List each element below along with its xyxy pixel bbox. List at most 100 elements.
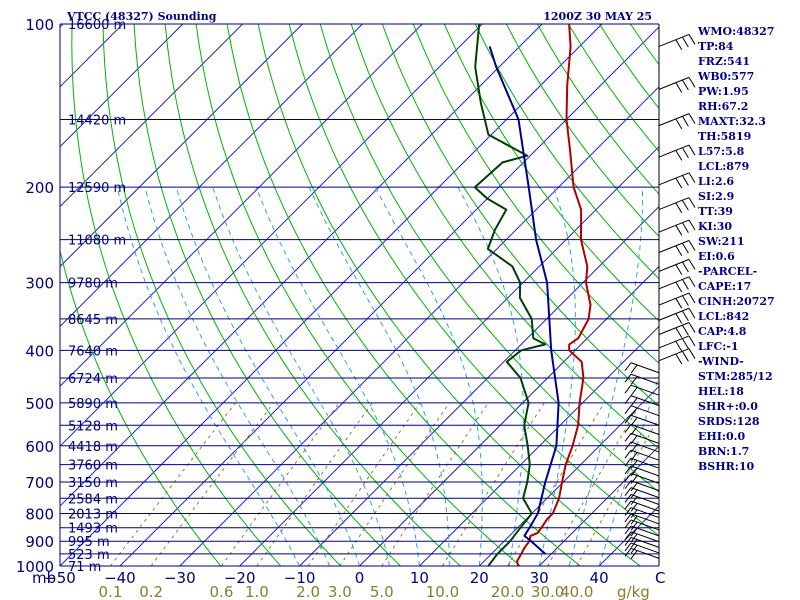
barb-flag	[630, 407, 638, 417]
barb-flag	[624, 373, 632, 383]
barb-shaft	[630, 362, 660, 374]
index-value: HEL:18	[698, 385, 744, 398]
height-label: 3150 m	[68, 476, 118, 491]
pressure-tick-label: 1000	[16, 558, 54, 576]
height-label: 6724 m	[68, 372, 118, 387]
height-label: 12590 m	[68, 181, 126, 196]
wind-barb	[624, 525, 660, 537]
barb-shaft	[658, 33, 690, 47]
barb-flag	[630, 460, 638, 469]
isotherm-line	[239, 145, 659, 566]
barb-flag	[675, 264, 683, 275]
mixing-ratio-tick-label: 30.0	[531, 583, 564, 600]
wind-barb	[624, 362, 660, 374]
barb-flag	[675, 39, 683, 50]
barb-flag	[681, 199, 689, 211]
barb-shaft	[658, 240, 690, 253]
barb-flag	[624, 487, 632, 496]
index-value: CINH:20727	[698, 295, 775, 308]
wind-barb	[624, 472, 660, 484]
index-value: BRN:1.7	[698, 445, 749, 458]
barb-flag	[624, 537, 632, 546]
pressure-tick-label: 900	[25, 533, 54, 551]
isotherm-line	[60, 24, 543, 507]
index-value: WB0:577	[697, 70, 754, 83]
barb-flag	[688, 259, 696, 270]
barb-shaft	[630, 500, 660, 512]
index-value: SW:211	[698, 235, 745, 248]
barb-flag	[624, 513, 632, 523]
wind-barb	[658, 258, 696, 275]
barb-flag	[688, 335, 696, 347]
index-value: PW:1.95	[698, 85, 749, 98]
index-value: CAP:4.8	[698, 325, 747, 338]
barb-flag	[688, 77, 696, 88]
index-value: L57:5.8	[698, 145, 745, 158]
barb-flag	[688, 307, 696, 319]
index-value: STM:285/12	[698, 370, 773, 383]
barb-flag	[681, 295, 689, 306]
temperature-tick-label: 20	[470, 569, 489, 587]
barb-flag	[624, 405, 632, 414]
isotherm-line	[60, 24, 483, 447]
barb-shaft	[658, 307, 690, 321]
barb-flag	[688, 322, 696, 333]
height-label: 14420 m	[68, 113, 126, 128]
barb-flag	[688, 144, 696, 156]
wind-barb	[624, 494, 660, 505]
barb-flag	[630, 527, 638, 537]
barb-shaft	[658, 348, 690, 362]
wind-barb	[624, 487, 660, 499]
barb-flag	[675, 327, 683, 339]
barb-flag	[681, 279, 689, 290]
isotherm-line	[119, 26, 659, 566]
barb-flag	[688, 219, 696, 231]
height-label: 995 m	[68, 535, 110, 550]
index-value: LCL:879	[698, 160, 749, 173]
barb-flag	[624, 494, 632, 503]
moist-adiabat-line	[175, 187, 360, 566]
barb-shaft	[658, 172, 690, 186]
mixing-ratio-tick-label: 40.0	[560, 583, 593, 600]
pressure-tick-label: 200	[25, 179, 54, 197]
barb-flag	[681, 222, 689, 233]
barb-flag	[675, 353, 683, 365]
index-value: WMO:48327	[697, 25, 774, 38]
barb-flag	[624, 548, 632, 557]
index-value: CAPE:17	[698, 280, 751, 293]
barb-flag	[630, 387, 638, 396]
barb-flag	[681, 175, 689, 186]
barb-shaft	[630, 519, 660, 531]
barb-flag	[630, 509, 638, 519]
wind-barb	[624, 480, 660, 492]
height-label: 9780 m	[68, 277, 118, 292]
barb-shaft	[658, 76, 690, 90]
height-label: 523 m	[68, 548, 110, 563]
mixing-ratio-tick-label: 2.0	[296, 583, 320, 600]
barb-shaft	[630, 395, 660, 407]
pressure-tick-label: 100	[25, 16, 54, 34]
isotherm-line	[60, 24, 184, 148]
wind-barb	[658, 292, 696, 309]
index-value: SHR+:0.0	[698, 400, 758, 413]
index-value: TH:5819	[698, 130, 751, 143]
wind-barb	[658, 197, 696, 214]
barb-flag	[624, 384, 632, 394]
barb-flag	[624, 507, 632, 516]
barb-flag	[675, 340, 683, 352]
index-value: LI:2.6	[698, 175, 734, 188]
wind-barb	[624, 507, 660, 519]
barb-shaft	[630, 414, 660, 426]
barb-flag	[675, 225, 683, 236]
barb-flag	[624, 531, 632, 541]
barb-flag	[688, 348, 696, 359]
temperature-tick-label: 40	[590, 569, 609, 587]
barb-flag	[624, 441, 632, 451]
barb-flag	[688, 197, 696, 208]
temperature-tick-label: −40	[104, 569, 136, 587]
height-label: 71 m	[68, 560, 101, 575]
height-label: 1493 m	[68, 522, 118, 537]
wind-barb	[658, 113, 696, 130]
wind-barb	[658, 219, 696, 236]
